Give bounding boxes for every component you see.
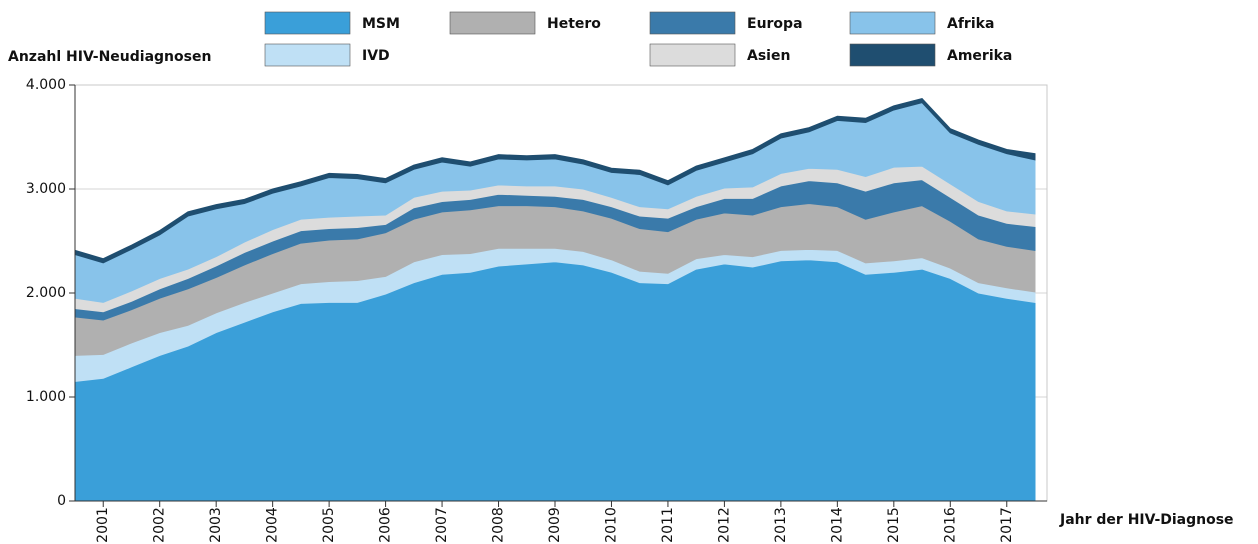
x-tick-label: 2008 — [491, 507, 507, 543]
legend-swatch — [449, 11, 536, 35]
x-tick-label: 2006 — [378, 507, 394, 543]
legend-label: Asien — [747, 48, 790, 64]
x-tick-label: 2002 — [152, 507, 168, 543]
legend-label: Afrika — [947, 16, 994, 32]
y-tick-label: 1.000 — [26, 389, 66, 405]
legend: MSM IVD Hetero Europa Asien Afrika Amerika — [264, 11, 1012, 67]
y-tick-label: 2.000 — [26, 285, 66, 301]
x-tick-label: 2017 — [999, 507, 1015, 543]
x-tick-label: 2001 — [95, 507, 111, 543]
legend-swatch — [264, 11, 351, 35]
x-tick-label: 2007 — [434, 507, 450, 543]
legend-label: MSM — [362, 16, 400, 32]
x-axis-label: Jahr der HIV-Diagnose — [1059, 512, 1234, 528]
y-axis-label: Anzahl HIV-Neudiagnosen — [8, 49, 211, 65]
x-tick-label: 2013 — [773, 507, 789, 543]
x-tick-label: 2015 — [886, 507, 902, 543]
plot-area — [74, 97, 1036, 502]
legend-label: IVD — [362, 48, 390, 64]
y-tick-label: 0 — [57, 493, 66, 509]
x-tick-label: 2010 — [603, 507, 619, 543]
legend-swatch — [849, 11, 936, 35]
legend-swatch — [649, 43, 736, 67]
legend-swatch — [849, 43, 936, 67]
x-tick-label: 2014 — [829, 507, 845, 543]
x-tick-label: 2012 — [716, 507, 732, 543]
legend-swatch — [649, 11, 736, 35]
legend-label: Amerika — [947, 48, 1012, 64]
y-tick-label: 4.000 — [26, 77, 66, 93]
x-tick-label: 2009 — [547, 507, 563, 543]
x-tick-label: 2004 — [265, 507, 281, 543]
x-tick-label: 2016 — [942, 507, 958, 543]
legend-swatch — [264, 43, 351, 67]
legend-label: Hetero — [547, 16, 601, 32]
x-tick-label: 2003 — [208, 507, 224, 543]
x-tick-label: 2011 — [660, 507, 676, 543]
y-tick-label: 3.000 — [26, 181, 66, 197]
area — [74, 97, 1036, 264]
x-tick-label: 2005 — [321, 507, 337, 543]
legend-label: Europa — [747, 16, 803, 32]
axes: 0 1.000 2.000 3.000 4.000 2001 2002 2003 2004 200… — [26, 77, 1048, 543]
